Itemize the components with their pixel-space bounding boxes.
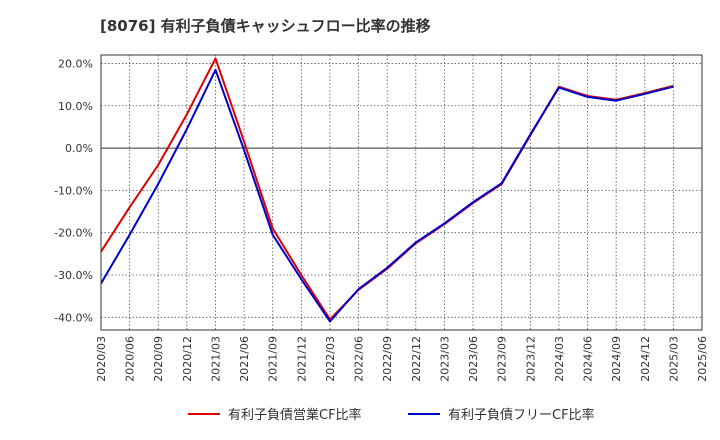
x-tick-label: 2024/09 — [610, 336, 623, 382]
series-line-2 — [100, 68, 674, 323]
y-axis: -40.0% -30.0% -20.0% -10.0% 0.0% 10.0% 20.0% — [54, 57, 93, 324]
y-tick-label: 0.0% — [65, 142, 93, 155]
y-tick-label: -40.0% — [54, 311, 93, 324]
y-tick-label: -20.0% — [54, 227, 93, 240]
x-tick-label: 2023/12 — [524, 336, 537, 382]
x-tick-label: 2020/03 — [95, 336, 108, 382]
x-tick-label: 2024/03 — [553, 336, 566, 382]
x-tick-label: 2023/09 — [496, 336, 509, 382]
legend-label-2: 有利子負債フリーCF比率 — [448, 407, 595, 423]
chart-title: [8076] 有利子負債キャッシュフロー比率の推移 — [100, 17, 431, 35]
x-tick-label: 2023/06 — [467, 336, 480, 382]
legend: 有利子負債営業CF比率 有利子負債フリーCF比率 — [188, 407, 595, 423]
x-tick-label: 2021/03 — [209, 336, 222, 382]
x-axis: 2020/03 2020/06 2020/09 2020/12 2021/03 2021/… — [95, 336, 709, 382]
x-tick-label: 2021/09 — [267, 336, 280, 382]
x-tick-label: 2020/06 — [124, 336, 137, 382]
grid — [101, 55, 702, 330]
y-tick-label: -10.0% — [54, 184, 93, 197]
x-tick-label: 2022/03 — [324, 336, 337, 382]
x-tick-label: 2021/06 — [238, 336, 251, 382]
plot-frame — [100, 54, 703, 331]
y-tick-label: -30.0% — [54, 269, 93, 282]
series-lines — [100, 57, 674, 323]
legend-label-1: 有利子負債営業CF比率 — [228, 407, 362, 423]
y-tick-label: 10.0% — [58, 100, 93, 113]
x-tick-label: 2021/12 — [295, 336, 308, 382]
x-tick-label: 2020/09 — [152, 336, 165, 382]
x-tick-label: 2024/12 — [639, 336, 652, 382]
x-tick-label: 2024/06 — [582, 336, 595, 382]
x-tick-label: 2020/12 — [181, 336, 194, 382]
x-tick-label: 2025/06 — [696, 336, 709, 382]
x-tick-label: 2022/06 — [353, 336, 366, 382]
x-tick-label: 2025/03 — [667, 336, 680, 382]
x-tick-label: 2023/03 — [438, 336, 451, 382]
x-tick-label: 2022/12 — [410, 336, 423, 382]
y-tick-label: 20.0% — [58, 57, 93, 70]
x-tick-label: 2022/09 — [381, 336, 394, 382]
